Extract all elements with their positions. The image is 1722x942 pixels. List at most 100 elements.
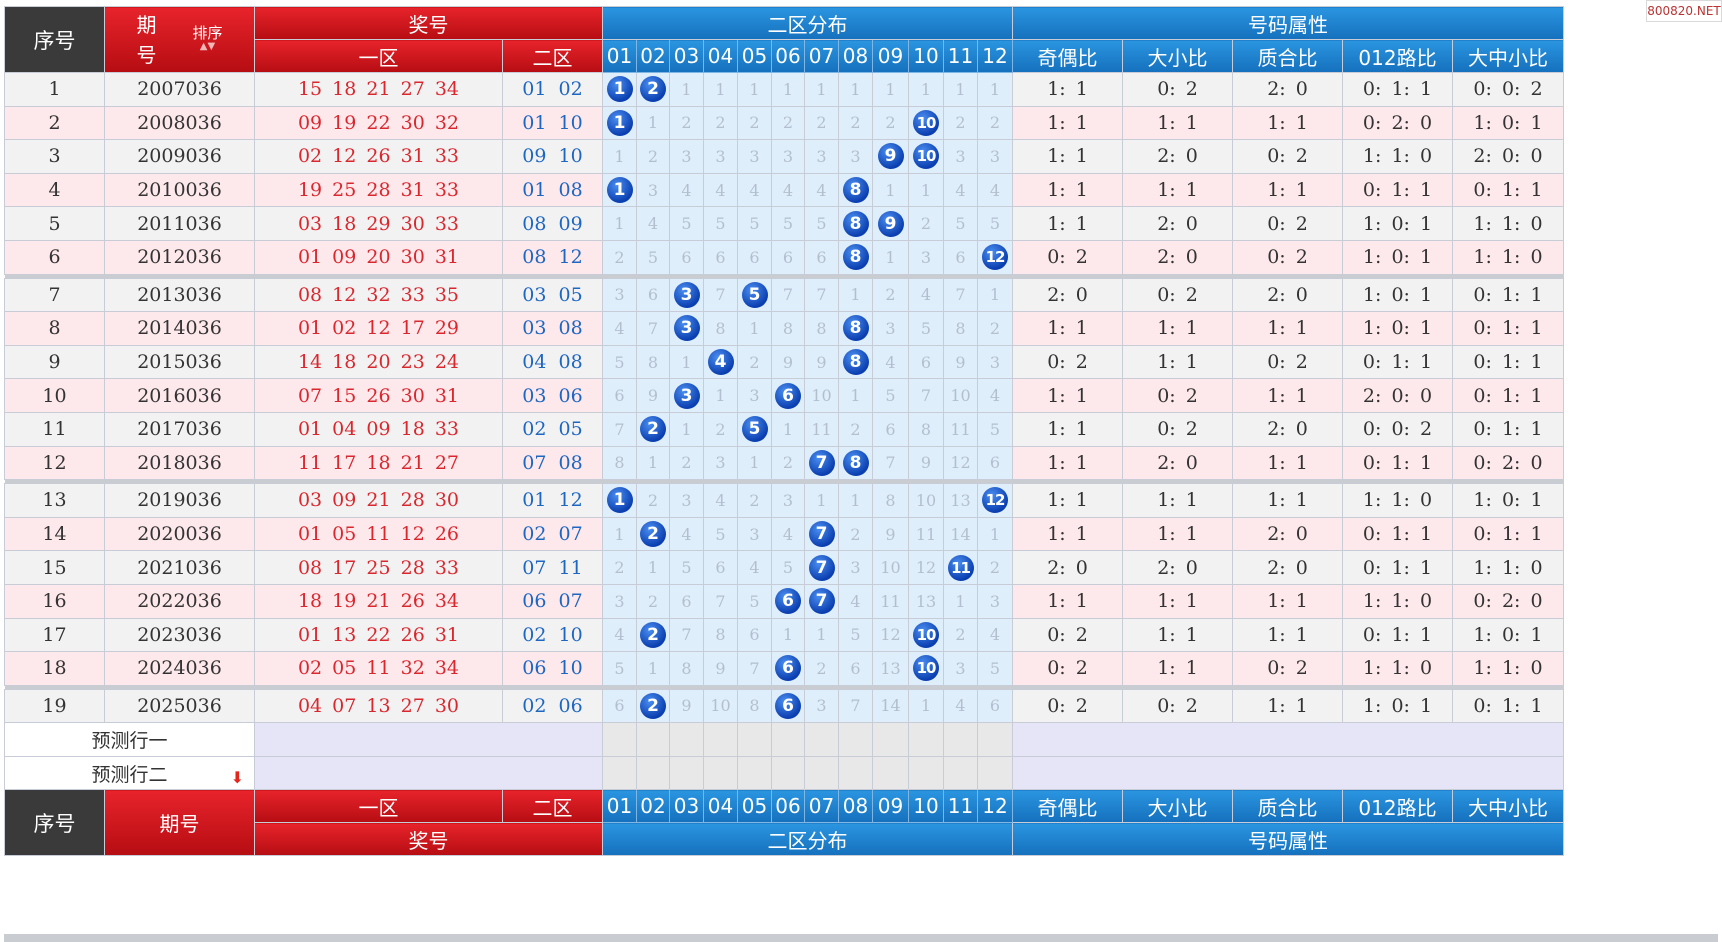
dist-cell-hit: 6 [771, 688, 805, 724]
footer-issue-header: 期号 [104, 789, 255, 857]
dist-cell-miss: 2 [908, 206, 944, 241]
row-attr-0: 1: 1 [1012, 516, 1123, 552]
row-attr-4: 1: 0: 1 [1452, 483, 1564, 518]
predict-dist-cell[interactable] [872, 755, 909, 791]
predict-input-prize[interactable] [254, 722, 603, 757]
dist-cell-miss: 5 [703, 206, 738, 241]
sort-label[interactable]: 排序 [192, 23, 223, 42]
predict-dist-cell[interactable] [703, 755, 738, 791]
dist-cell-miss: 1 [977, 72, 1013, 107]
row-zone2-numbers: 01 08 [502, 172, 603, 208]
table-row: 14 2020036 01 05 11 12 26 02 07 1 2 4 5 3 4 7 2 9 11 1… [4, 516, 1564, 552]
dist-cell-miss: 5 [771, 206, 805, 241]
predict-dist-cell[interactable] [737, 722, 772, 757]
dist-cell-miss: 1 [804, 617, 839, 653]
table-row: 12 2018036 11 17 18 21 27 07 08 8 1 2 3 1 2 7 8 7 9 12… [4, 445, 1564, 481]
predict-dist-cell[interactable] [771, 755, 805, 791]
row-seq: 17 [4, 617, 105, 653]
predict-dist-cell[interactable] [669, 722, 704, 757]
predict-dist-cell[interactable] [669, 755, 704, 791]
attr-header-3: 012路比 [1342, 39, 1453, 73]
row-attr-4: 1: 0: 1 [1452, 105, 1564, 141]
dist-cell-hit: 8 [838, 344, 873, 380]
predict-dist-cell[interactable] [943, 722, 978, 757]
dist-cell-miss: 4 [669, 172, 704, 208]
predict-dist-cell[interactable] [872, 722, 909, 757]
dist-cell-miss: 8 [703, 617, 738, 653]
dist-header-10: 10 [908, 39, 944, 73]
dist-cell-miss: 4 [804, 172, 839, 208]
dist-cell-miss: 6 [908, 344, 944, 380]
predict-dist-cell[interactable] [602, 722, 637, 757]
dist-cell-miss: 1 [908, 172, 944, 208]
row-zone1-numbers: 08 12 32 33 35 [254, 277, 503, 313]
predict-dist-cell[interactable] [804, 722, 839, 757]
dist-cell-miss: 5 [602, 651, 637, 686]
row-attr-2: 0: 2 [1232, 344, 1343, 380]
issue-header[interactable]: 期 号 排序 ▲▼ [104, 6, 255, 73]
predict-dist-cell[interactable] [602, 755, 637, 791]
dist-cell-miss: 1 [737, 72, 772, 107]
table-row: 10 2016036 07 15 26 30 31 03 06 6 9 3 1 3 6 10 1 5 7 1… [4, 378, 1564, 413]
row-attr-4: 1: 0: 1 [1452, 617, 1564, 653]
hit-ball: 1 [606, 76, 633, 103]
row-zone2-numbers: 01 12 [502, 483, 603, 518]
predict-dist-cell[interactable] [636, 722, 670, 757]
row-seq: 7 [4, 277, 105, 313]
dist-cell-hit: 8 [838, 206, 873, 241]
row-issue: 2010036 [104, 172, 255, 208]
predict-dist-cell[interactable] [977, 755, 1013, 791]
row-seq: 4 [4, 172, 105, 208]
sort-arrows-icon[interactable]: ▲▼ [199, 40, 216, 52]
predict-dist-cell[interactable] [771, 722, 805, 757]
predict-dist-cell[interactable] [737, 755, 772, 791]
dist-cell-miss: 1 [636, 550, 670, 585]
predict-dist-cell[interactable] [908, 755, 944, 791]
hit-ball: 10 [913, 621, 939, 648]
dist-cell-miss: 7 [737, 651, 772, 686]
predict-dist-cell[interactable] [977, 722, 1013, 757]
row-attr-4: 0: 2: 0 [1452, 445, 1564, 481]
row-zone2-numbers: 02 05 [502, 411, 603, 447]
hit-ball: 7 [808, 588, 835, 615]
dist-cell-hit: 12 [977, 239, 1013, 275]
dist-cell-hit: 1 [602, 72, 637, 107]
hit-ball: 11 [947, 554, 974, 581]
dist-cell-miss: 3 [908, 239, 944, 275]
predict-dist-cell[interactable] [838, 755, 873, 791]
predict-dist-cell[interactable] [804, 755, 839, 791]
seq-header: 序号 [4, 6, 105, 73]
row-attr-3: 0: 1: 1 [1342, 617, 1453, 653]
dist-cell-miss: 8 [804, 311, 839, 346]
dist-cell-miss: 11 [804, 411, 839, 447]
dist-header-04: 04 [703, 39, 738, 73]
hit-ball: 2 [640, 692, 666, 719]
predict-dist-cell[interactable] [943, 755, 978, 791]
red-down-arrow-icon[interactable]: ⬇ [230, 768, 244, 788]
predict-label-1: 预测行一 [4, 722, 255, 757]
hit-ball: 8 [842, 449, 869, 476]
row-issue: 2017036 [104, 411, 255, 447]
dist-cell-miss: 2 [636, 583, 670, 619]
footer-attr-header-4: 大中小比 [1452, 789, 1564, 824]
dist-cell-miss: 4 [737, 172, 772, 208]
dist-cell-miss: 3 [771, 483, 805, 518]
dist-cell-hit: 1 [602, 483, 637, 518]
dist-cell-miss: 8 [908, 411, 944, 447]
dist-cell-miss: 1 [872, 172, 909, 208]
row-attr-4: 0: 2: 0 [1452, 583, 1564, 619]
dist-cell-hit: 7 [804, 516, 839, 552]
sort-control[interactable]: 排序 ▲▼ [192, 23, 223, 54]
dist-cell-miss: 10 [804, 378, 839, 413]
footer-attr-header-2: 质合比 [1232, 789, 1343, 824]
row-attr-1: 0: 2 [1122, 378, 1233, 413]
dist-cell-miss: 3 [602, 583, 637, 619]
hit-ball: 8 [842, 315, 869, 342]
predict-dist-cell[interactable] [703, 722, 738, 757]
predict-dist-cell[interactable] [636, 755, 670, 791]
predict-dist-cell[interactable] [838, 722, 873, 757]
predict-dist-cell[interactable] [908, 722, 944, 757]
dist-cell-miss: 1 [838, 483, 873, 518]
dist-cell-miss: 2 [838, 105, 873, 141]
predict-input-prize[interactable] [254, 755, 603, 791]
